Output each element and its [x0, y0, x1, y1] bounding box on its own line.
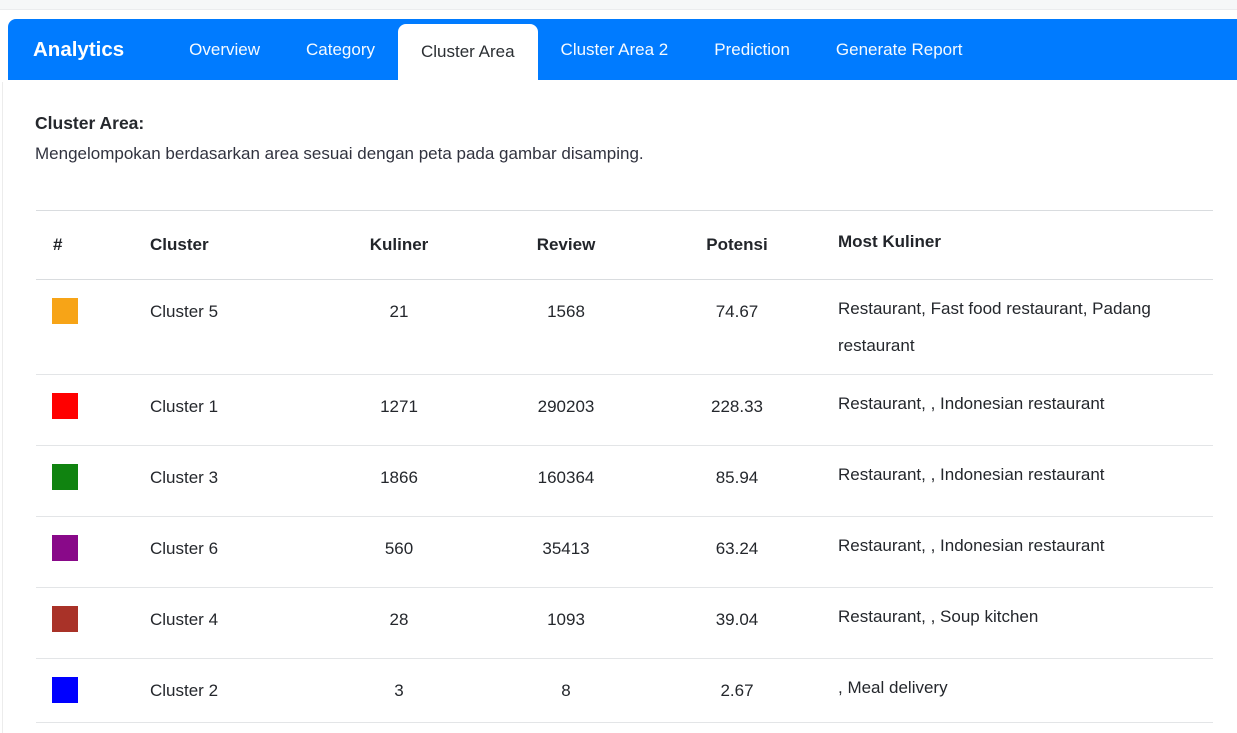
potensi-cell: 63.24 — [715, 539, 759, 558]
potensi-cell: 39.04 — [715, 610, 759, 629]
potensi-cell: 74.67 — [715, 302, 759, 321]
cluster-table: # Cluster Kuliner Review Potensi Most Kuliner… — [36, 210, 1213, 723]
kuliner-count-cell: 3 — [394, 681, 404, 700]
nav-tabs: Overview Category Cluster Area Cluster Area… — [166, 19, 985, 80]
cluster-area-panel: Cluster Area: Mengelompokan berdasarkan … — [0, 112, 1237, 723]
potensi-cell: 228.33 — [711, 397, 763, 416]
review-count-cell: 1093 — [547, 610, 585, 629]
cluster-name-cell: Cluster 2 — [150, 681, 219, 700]
cluster-name-cell: Cluster 5 — [150, 302, 219, 321]
table-row: Cluster 3 1866 160364 85.94 Restaurant, , In… — [36, 446, 1213, 517]
cluster-color-cell — [36, 375, 138, 446]
cluster-table-body: Cluster 5 21 1568 74.67 Restaurant, Fast foo… — [36, 280, 1213, 723]
review-count-cell: 8 — [561, 681, 571, 700]
cluster-table-wrap: # Cluster Kuliner Review Potensi Most Kuliner… — [36, 210, 1237, 723]
cluster-color-cell — [36, 659, 138, 723]
cluster-color-cell — [36, 588, 138, 659]
kuliner-count-cell: 1271 — [380, 397, 418, 416]
potensi-cell: 2.67 — [720, 681, 754, 700]
kuliner-count-cell: 560 — [384, 539, 414, 558]
cluster-color-cell — [36, 446, 138, 517]
tab-generate-report[interactable]: Generate Report — [835, 39, 963, 59]
table-row: Cluster 5 21 1568 74.67 Restaurant, Fast foo… — [36, 280, 1213, 375]
page-description: Mengelompokan berdasarkan area sesuai de… — [35, 144, 644, 163]
tab-overview[interactable]: Overview — [189, 39, 261, 59]
content-left-border — [2, 82, 3, 733]
most-kuliner-cell: Restaurant, , Indonesian restaurant — [838, 465, 1105, 484]
kuliner-count-cell: 21 — [389, 302, 409, 321]
table-row: Cluster 6 560 35413 63.24 Restaurant, , Indo… — [36, 517, 1213, 588]
col-header-hash: # — [53, 235, 63, 254]
table-row: Cluster 2 3 8 2.67 , Meal delivery — [36, 659, 1213, 723]
review-count-cell: 160364 — [537, 468, 595, 487]
tab-cluster-area[interactable]: Cluster Area — [398, 24, 538, 80]
col-header-kuliner: Kuliner — [369, 235, 429, 254]
col-header-most-kuliner: Most Kuliner — [838, 231, 941, 251]
cluster-name-cell: Cluster 1 — [150, 397, 219, 416]
review-count-cell: 290203 — [537, 397, 595, 416]
cluster-name-cell: Cluster 6 — [150, 539, 219, 558]
window-top-strip — [0, 0, 1237, 10]
most-kuliner-cell: Restaurant, Fast food restaurant, Padang… — [838, 299, 1151, 355]
cluster-color-cell — [36, 517, 138, 588]
cluster-name-cell: Cluster 3 — [150, 468, 219, 487]
most-kuliner-cell: Restaurant, , Indonesian restaurant — [838, 394, 1105, 413]
cluster-table-head: # Cluster Kuliner Review Potensi Most Kuliner — [36, 210, 1213, 280]
page-title: Cluster Area: — [35, 113, 145, 133]
cluster-color-swatch-brown — [52, 606, 78, 632]
kuliner-count-cell: 28 — [389, 610, 409, 629]
most-kuliner-cell: Restaurant, , Indonesian restaurant — [838, 536, 1105, 555]
header-row: # Cluster Kuliner Review Potensi Most Kuliner — [36, 210, 1213, 280]
cluster-color-cell — [36, 280, 138, 375]
col-header-cluster: Cluster — [150, 235, 209, 254]
review-count-cell: 1568 — [547, 302, 585, 321]
kuliner-count-cell: 1866 — [380, 468, 418, 487]
table-row: Cluster 1 1271 290203 228.33 Restaurant, , I… — [36, 375, 1213, 446]
cluster-name-cell: Cluster 4 — [150, 610, 219, 629]
most-kuliner-cell: Restaurant, , Soup kitchen — [838, 607, 1039, 626]
tab-prediction[interactable]: Prediction — [714, 39, 790, 59]
cluster-color-swatch-purple — [52, 535, 78, 561]
analytics-navbar: Analytics Overview Category Cluster Area Cl… — [8, 19, 1237, 80]
potensi-cell: 85.94 — [715, 468, 759, 487]
cluster-color-swatch-blue — [52, 677, 78, 703]
cluster-color-swatch-orange — [52, 298, 78, 324]
cluster-color-swatch-red — [52, 393, 78, 419]
most-kuliner-cell: , Meal delivery — [838, 678, 948, 697]
col-header-potensi: Potensi — [706, 235, 768, 254]
cluster-color-swatch-green — [52, 464, 78, 490]
review-count-cell: 35413 — [542, 539, 590, 558]
col-header-review: Review — [536, 235, 596, 254]
tab-cluster-area-2[interactable]: Cluster Area 2 — [560, 39, 669, 59]
app-brand: Analytics — [33, 37, 125, 61]
table-row: Cluster 4 28 1093 39.04 Restaurant, , Soup k… — [36, 588, 1213, 659]
tab-category[interactable]: Category — [306, 39, 375, 59]
